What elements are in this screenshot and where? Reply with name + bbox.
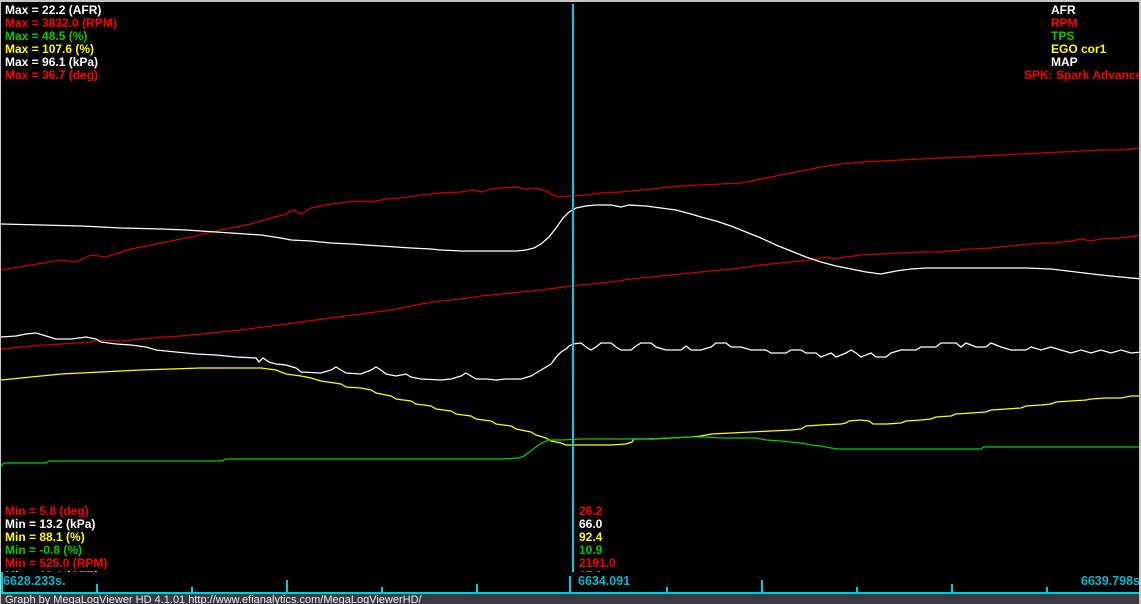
axis-tick: [96, 584, 98, 592]
trace-ego-cor1: [1, 367, 1139, 446]
axis-baseline: [1, 592, 1139, 594]
axis-cursor-time-label: 6634.091: [578, 574, 631, 588]
max-label-afr: Max = 22.2 (AFR): [5, 3, 102, 17]
min-label-ego: Min = 88.1 (%): [5, 530, 85, 544]
min-label-rpm: Min = 525.0 (RPM): [5, 556, 108, 570]
trace-tps: [1, 436, 1139, 467]
axis-tick: [191, 587, 193, 592]
legend-item-afr[interactable]: AFR: [1051, 3, 1076, 17]
status-bar-text: Graph by MegaLogViewer HD 4.1.01 http://…: [5, 594, 422, 604]
axis-tick: [476, 584, 478, 592]
axis-tick: [951, 584, 953, 592]
trace-spk-spark-advance: [1, 234, 1139, 350]
max-label-map: Max = 96.1 (kPa): [5, 55, 99, 69]
cursor-line[interactable]: [572, 4, 574, 592]
max-labels-block: Max = 22.2 (AFR) Max = 3832.0 (RPM) Max …: [5, 4, 117, 82]
trace-rpm: [1, 147, 1139, 271]
min-label-spk: Min = 5.8 (deg): [5, 504, 89, 518]
axis-end-time-label: 6639.798s: [1080, 574, 1140, 588]
axis-tick: [666, 587, 668, 592]
chart-canvas[interactable]: [1, 2, 1141, 572]
time-axis[interactable]: 6628.233s. 6634.091 6639.798s: [1, 572, 1140, 594]
legend-item-ego[interactable]: EGO cor1: [1051, 42, 1107, 56]
max-label-tps: Max = 48.5 (%): [5, 29, 88, 43]
max-label-spk: Max = 36.7 (deg): [5, 68, 99, 82]
axis-start-time-label: 6628.233s.: [3, 574, 66, 588]
cursor-value-rpm: 2191.0: [579, 556, 616, 570]
status-bar: Graph by MegaLogViewer HD 4.1.01 http://…: [1, 594, 1139, 604]
legend-item-tps[interactable]: TPS: [1051, 29, 1075, 43]
axis-tick: [381, 587, 383, 592]
trace-afr: [1, 204, 1139, 280]
max-label-rpm: Max = 3832.0 (RPM): [5, 16, 117, 30]
max-label-ego: Max = 107.6 (%): [5, 42, 95, 56]
cursor-value-spk: 26.2: [579, 504, 603, 518]
axis-tick: [1046, 587, 1048, 592]
min-label-map: Min = 13.2 (kPa): [5, 517, 96, 531]
axis-tick: [569, 576, 571, 592]
axis-tick: [761, 580, 763, 592]
axis-left-edge-line: [1, 572, 3, 594]
legend-item-map[interactable]: MAP: [1051, 55, 1078, 69]
legend-item-spk[interactable]: SPK: Spark Advance: [1024, 68, 1141, 82]
cursor-value-ego: 92.4: [579, 530, 603, 544]
axis-tick: [286, 580, 288, 592]
cursor-value-tps: 10.9: [579, 543, 603, 557]
cursor-value-map: 66.0: [579, 517, 603, 531]
axis-tick: [856, 587, 858, 592]
legend: AFR RPM TPS EGO cor1 MAP SPK: Spark Adva…: [1024, 3, 1139, 82]
legend-item-rpm[interactable]: RPM: [1051, 16, 1078, 30]
trace-map: [1, 332, 1139, 381]
min-label-tps: Min = -0.8 (%): [5, 543, 83, 557]
